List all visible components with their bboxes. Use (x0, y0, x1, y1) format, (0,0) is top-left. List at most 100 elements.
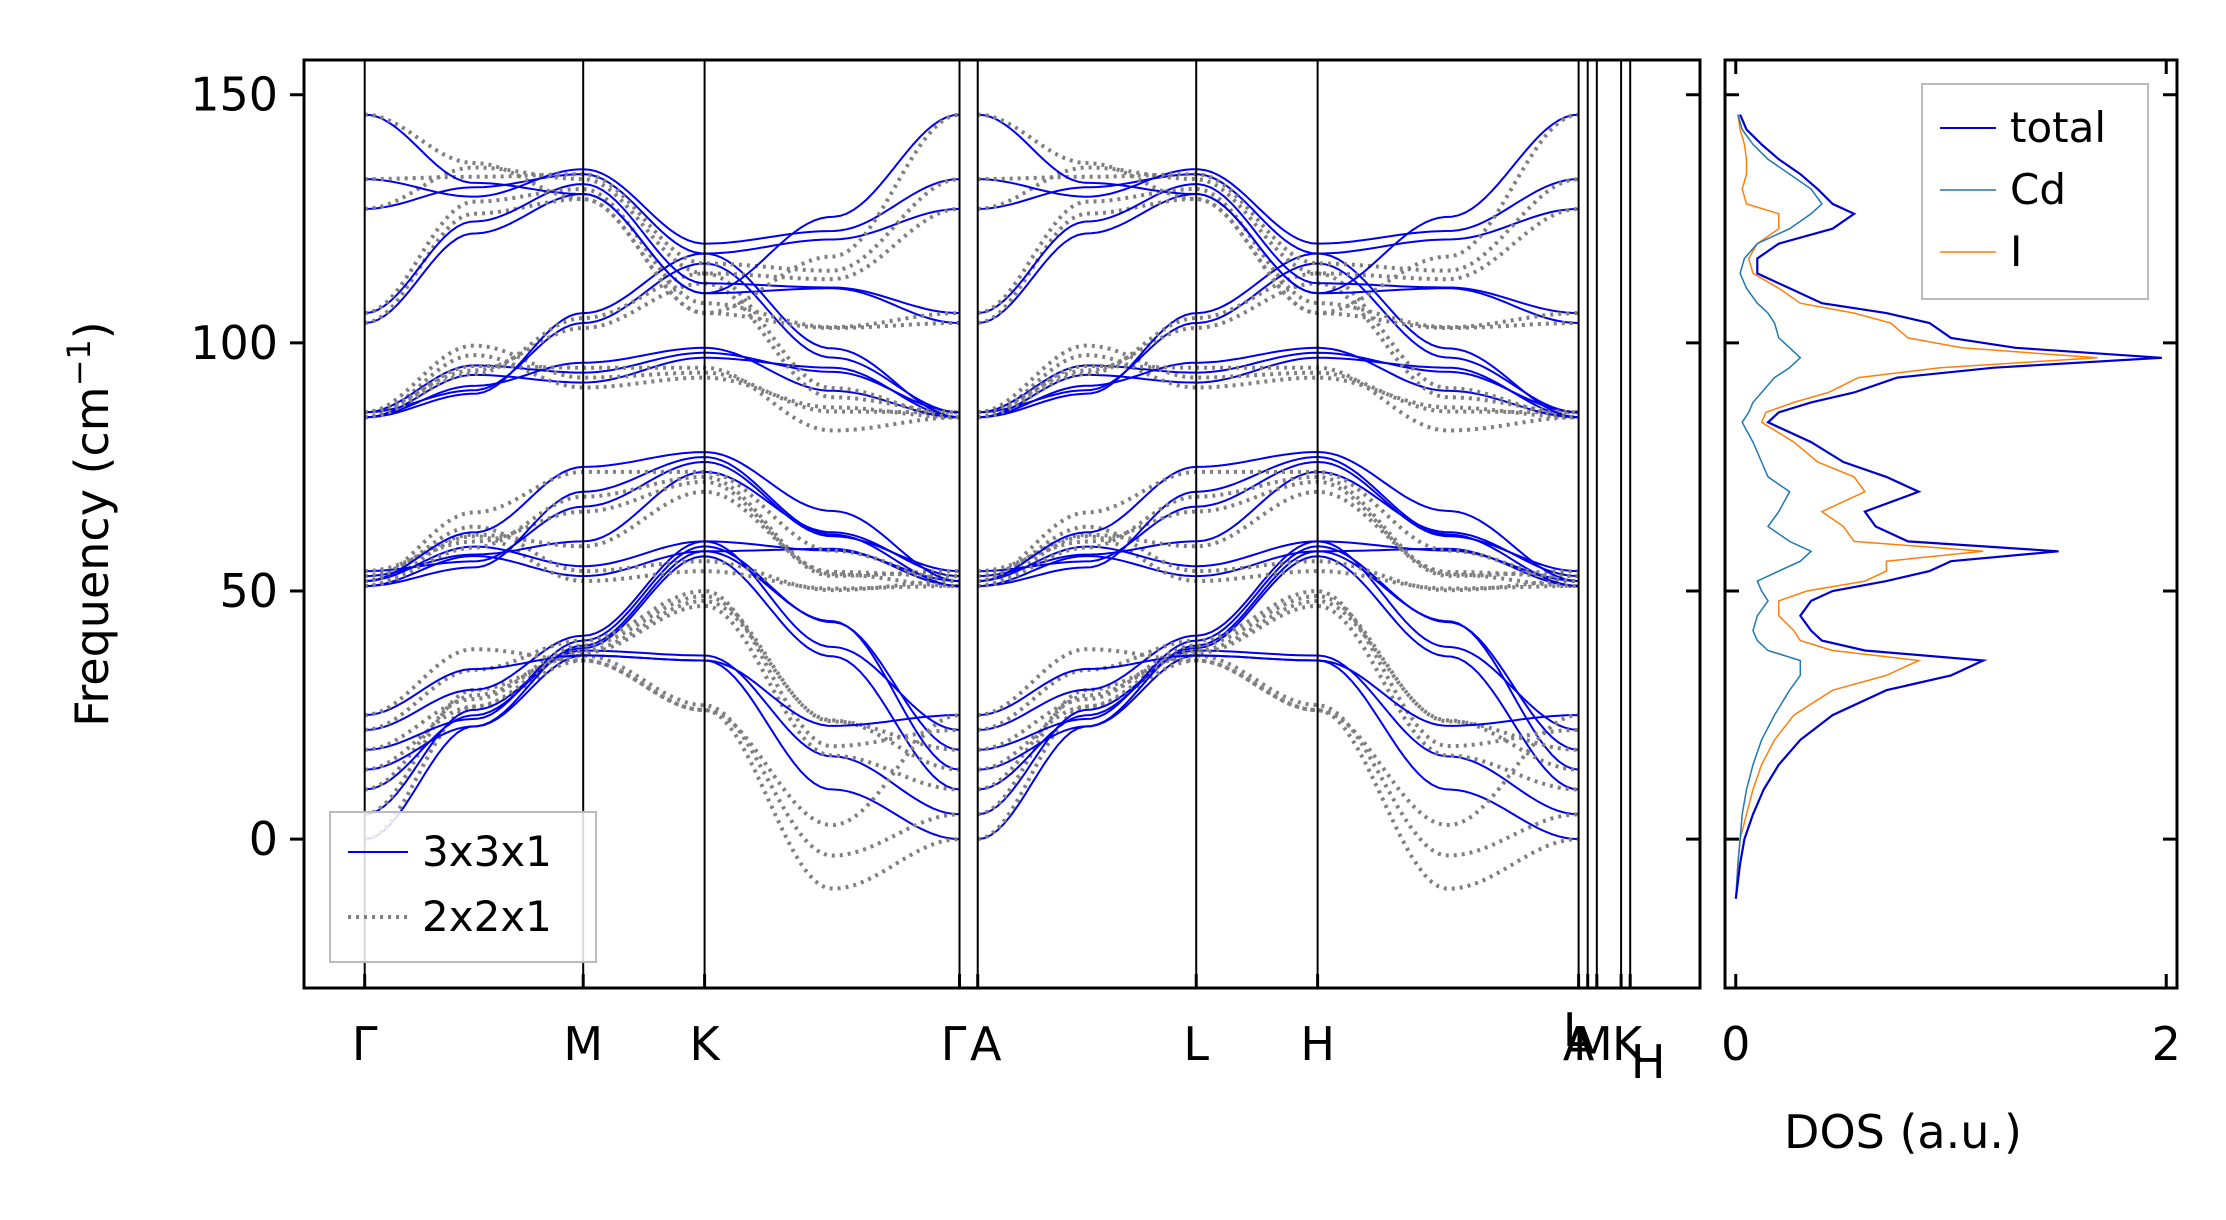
band-y-ticks: 0 50 100 150 (190, 68, 1700, 866)
band-3x3x1 (977, 550, 1579, 771)
band-3x3x1 (977, 455, 1579, 587)
band-xtick-label: A (970, 1017, 1002, 1071)
band-3x3x1 (977, 356, 1579, 419)
band-axes-frame (302, 58, 1702, 990)
band-3x3x1 (977, 113, 1579, 295)
dos-legend: total Cd I (1921, 83, 2149, 300)
band-2x2x1 (977, 364, 1579, 433)
band-2x2x1 (364, 603, 960, 792)
band-3x3x1 (364, 356, 960, 419)
legend-label-3x3x1: 3x3x1 (422, 827, 552, 876)
band-3x3x1 (364, 252, 960, 419)
band-xtick-label: K (690, 1017, 722, 1071)
band-xtick-label: Γ (352, 1017, 378, 1071)
band-3x3x1 (364, 456, 960, 587)
dos-axes-frame (1723, 58, 2179, 990)
y-axis-label: Frequency (cm−1) (60, 321, 119, 726)
dos-xtick-label: 2 (2152, 1017, 2181, 1071)
band-2x2x1 (977, 598, 1579, 772)
band-2x2x1 (364, 469, 960, 584)
band-2x2x1 (977, 593, 1579, 752)
dos-x-axis-label: DOS (a.u.) (1784, 1105, 2022, 1159)
band-xtick-label: H (1631, 1035, 1666, 1089)
band-2x2x1 (977, 187, 1579, 330)
band-2x2x1 (364, 186, 960, 330)
band-3x3x1 (977, 545, 1579, 751)
band-2x2x1 (977, 353, 1579, 420)
band-3x3x1 (364, 471, 960, 578)
y-axis-label-main: Frequency (cm (65, 386, 119, 726)
band-3x3x1 (977, 262, 1579, 414)
band-3x3x1 (977, 346, 1579, 419)
band-3x3x1 (977, 649, 1579, 816)
dos-lines (1734, 114, 2162, 899)
band-2x2x1 (364, 524, 960, 593)
dos-xtick-label: 0 (1721, 1017, 1750, 1071)
band-3x3x1 (977, 654, 1579, 727)
band-3x3x1 (364, 649, 960, 816)
band-2x2x1 (364, 647, 960, 828)
band-3x3x1 (364, 654, 960, 727)
dos-y-ticks (1725, 93, 2177, 841)
band-2x2x1 (364, 165, 960, 282)
band-2x2x1 (364, 534, 960, 591)
band-3x3x1 (977, 173, 1579, 255)
y-axis-label-sup: −1 (60, 339, 98, 386)
band-3x3x1 (977, 540, 1579, 583)
band-3x3x1 (977, 540, 1579, 731)
band-2x2x1 (364, 196, 960, 331)
band-3x3x1 (364, 173, 960, 255)
band-2x2x1 (364, 112, 960, 316)
legend-label-cd: Cd (2010, 165, 2066, 214)
band-3x3x1 (364, 168, 960, 245)
band-2x2x1 (364, 353, 960, 420)
band-2x2x1 (977, 524, 1579, 593)
legend-label-total: total (2010, 103, 2106, 152)
band-2x2x1 (364, 271, 960, 420)
band-xtick-label: L (1183, 1017, 1209, 1071)
band-3x3x1 (977, 168, 1579, 245)
dos-series-i (1735, 114, 2098, 899)
band-xtick-label: H (1300, 1017, 1335, 1071)
band-ytick-label: 0 (249, 812, 278, 866)
band-2x2x1 (364, 364, 960, 433)
legend-label-2x2x1: 2x2x1 (422, 892, 552, 941)
band-2x2x1 (977, 281, 1579, 415)
band-2x2x1 (364, 343, 960, 415)
band-x-ticks: Γ M K Γ A L H ALM KH (352, 974, 1666, 1089)
band-xtick-label: A (1563, 1017, 1595, 1071)
band-3x3x1 (977, 450, 1579, 583)
band-3x3x1 (364, 460, 960, 573)
band-legend-box (329, 811, 597, 963)
band-2x2x1 (977, 343, 1579, 415)
y-axis-label-close: ) (65, 321, 119, 339)
band-xtick-label: M (1573, 1017, 1613, 1071)
band-3x3x1 (364, 540, 960, 731)
band-3x3x1 (977, 252, 1579, 419)
band-2x2x1 (977, 112, 1579, 316)
band-3x3x1 (977, 183, 1579, 315)
band-3x3x1 (364, 113, 960, 295)
band-3x3x1 (364, 555, 960, 791)
band-2x2x1 (977, 534, 1579, 591)
band-xtick-label: L (1563, 1003, 1589, 1057)
band-2x2x1 (977, 271, 1579, 420)
band-2x2x1 (977, 603, 1579, 792)
band-2x2x1 (364, 474, 960, 588)
band-lines (364, 112, 1579, 891)
band-ytick-label: 100 (190, 316, 278, 370)
band-3x3x1 (364, 346, 960, 419)
band-2x2x1 (977, 658, 1579, 891)
dos-legend-box (1921, 83, 2149, 300)
band-3x3x1 (977, 351, 1579, 414)
band-2x2x1 (977, 474, 1579, 588)
band-xtick-label: Γ (941, 1017, 967, 1071)
band-ytick-label: 50 (219, 564, 278, 618)
band-legend: 3x3x1 2x2x1 (329, 811, 597, 963)
band-2x2x1 (364, 489, 960, 579)
dos-series-total (1734, 114, 2162, 899)
